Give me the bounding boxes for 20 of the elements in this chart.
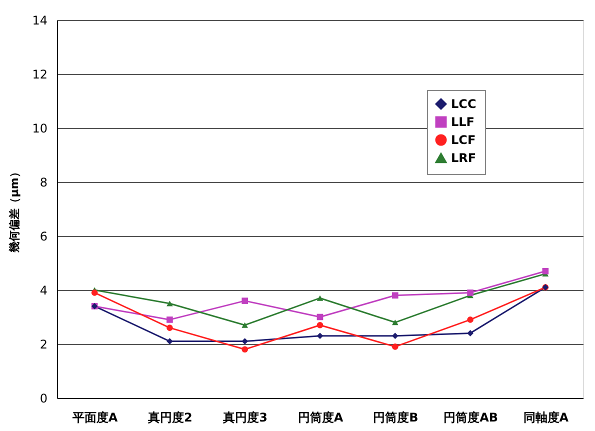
x-tick-label: 真円度2: [147, 410, 192, 424]
x-tick-label: 円筒度A: [298, 410, 344, 424]
y-tick-label: 10: [32, 122, 48, 136]
y-tick-label: 14: [32, 14, 48, 28]
legend-label: LLF: [451, 115, 474, 129]
x-tick-label: 円筒度B: [373, 410, 418, 424]
y-tick-label: 8: [40, 176, 48, 190]
y-axis-title: 幾何偏差（μm）: [8, 166, 22, 254]
legend-label: LCC: [451, 97, 476, 111]
x-tick-label: 同軸度A: [523, 410, 570, 424]
y-tick-label: 2: [40, 338, 48, 352]
legend-label: LRF: [451, 151, 476, 165]
y-tick-label: 0: [40, 392, 48, 406]
y-tick-label: 6: [40, 230, 48, 244]
x-tick-label: 平面度A: [71, 410, 118, 424]
x-tick-label: 真円度3: [222, 410, 268, 424]
legend-label: LCF: [451, 133, 476, 147]
y-tick-label: 12: [32, 68, 48, 82]
x-tick-label: 円筒度AB: [444, 410, 498, 424]
y-tick-label: 4: [40, 284, 48, 298]
